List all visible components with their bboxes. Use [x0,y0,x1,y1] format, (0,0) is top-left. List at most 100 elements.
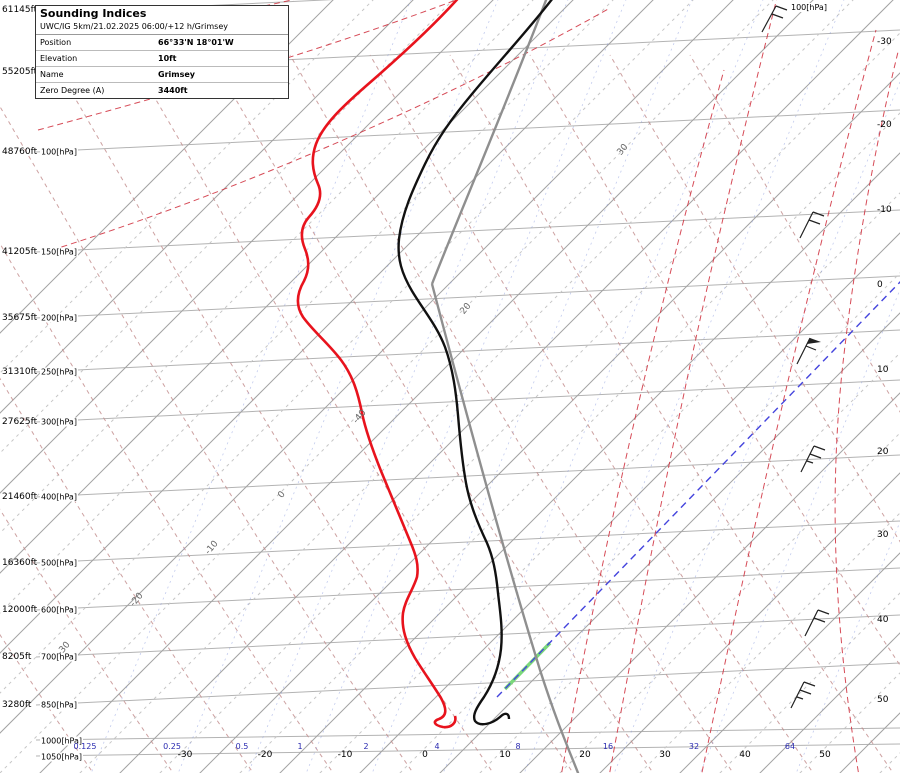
right-temperature-label: 50 [877,695,889,705]
pressure-label: 600[hPa] [40,605,78,615]
pressure-label: 500[hPa] [40,558,78,568]
altitude-label: 12000ft [2,605,38,615]
info-row: Position 66°33'N 18°01'W [36,35,288,51]
isotherm-minor-line [799,672,900,773]
isobar-line [35,275,900,319]
isobar-line [35,454,900,498]
mixing-ratio-line [305,0,627,773]
mixing-ratio-line [177,0,499,773]
altitude-label: 31310ft [2,367,38,377]
isotherm-minor-line [79,0,854,773]
dry-adiabat-line [0,508,174,773]
bottom-temperature-label: -10 [337,750,353,760]
wind-barb-flag [807,338,821,344]
mixing-ratio-line [247,0,569,773]
info-table: Position 66°33'N 18°01'W Elevation 10ft Name… [36,35,288,98]
parcel-curve-lower [430,283,580,773]
isobar-line [35,727,900,741]
dry-adiabat-line [689,54,900,413]
info-box-title: Sounding Indices [40,7,147,20]
altitude-label: 61145ft [2,5,38,15]
bottom-temperature-label: 0 [422,750,428,760]
mixing-ratio-label: 8 [515,742,521,751]
isotherm-minor-line [639,512,900,773]
pressure-label: 300[hPa] [40,417,78,427]
right-temperature-label: -10 [877,205,892,215]
isotherm-line [0,0,494,494]
bottom-temperature-label: 50 [819,750,831,760]
mixing-ratio-label: 64 [784,742,796,751]
isotherm-minor-line [159,32,900,773]
bottom-temperature-label: 20 [579,750,591,760]
dewpoint-curve [296,0,459,729]
isotherm-line [439,312,900,773]
mixing-ratio-line [613,80,900,773]
mixing-ratio-label: 4 [434,742,440,751]
wind-barb [790,681,816,709]
dry-adiabat-line [449,54,894,773]
mixing-ratio-label: 32 [688,742,700,751]
isobar-line [35,567,900,611]
isotherm-line [359,232,900,773]
isotherm-line [599,472,900,773]
isotherm-line [759,632,900,773]
isotherm-minor-line [399,272,900,773]
right-temperature-label: -30 [877,37,892,47]
isotherm-minor-line [0,0,454,454]
wind-barb [804,609,830,637]
mixing-ratio-label: 0.5 [235,742,249,751]
temperature-curve [397,0,553,726]
mixing-ratio-label: 0.125 [73,742,97,751]
isobar-line [35,109,900,153]
isobar-line [35,379,900,423]
altitude-label: 48760ft [2,147,38,157]
mixing-ratio-line [90,0,412,773]
bottom-temperature-label: 10 [499,750,511,760]
info-row: Name Grimsey [36,67,288,83]
mixing-ratio-highlight-line [496,281,900,698]
isobar-line [35,209,900,253]
isotherm-line [0,0,574,574]
moist-adiabat-line [609,0,777,773]
isotherm-minor-line [239,112,900,773]
isotherm-minor-line [479,352,900,773]
pressure-label: 850[hPa] [40,700,78,710]
wind-barb [796,337,817,365]
moist-adiabat-line [834,51,899,773]
right-temperature-label: 0 [877,280,883,290]
info-row-value: 10ft [158,54,177,63]
isotherm-minor-line [0,0,534,534]
right-temperature-label: 40 [877,615,889,625]
pressure-label: 200[hPa] [40,313,78,323]
isotherm-line [0,0,334,334]
bottom-temperature-label: -30 [177,750,193,760]
info-row-value: Grimsey [158,70,195,79]
isobar-line [35,662,900,706]
pressure-label: 700[hPa] [40,652,78,662]
isotherm-line [0,0,734,734]
isotherm-minor-line [0,0,614,614]
altitude-label: 16360ft [2,558,38,568]
pressure-label: 150[hPa] [40,247,78,257]
mixing-ratio-label: 0.25 [163,742,181,751]
mixing-ratio-label: 16 [602,742,614,751]
right-temperature-label: 10 [877,365,889,375]
isotherm-line [0,0,414,414]
altitude-label: 35675ft [2,313,38,323]
isotherm-line [0,0,654,654]
top-right-pressure-label: 100[hPa] [790,3,828,12]
right-temperature-label: -20 [877,120,892,130]
isobar-line [35,743,900,757]
altitude-label: 41205ft [2,247,38,257]
altitude-label: 8205ft [2,652,32,662]
isotherm-minor-line [319,192,900,773]
dry-adiabat-line [0,633,94,773]
isotherm-minor-line [559,432,900,773]
isotherm-line [279,152,900,773]
pressure-label: 400[hPa] [40,492,78,502]
mixing-ratio-line [442,0,764,773]
wind-barb [800,445,826,473]
info-row-label: Name [40,70,64,79]
isotherm-minor-line [719,592,900,773]
